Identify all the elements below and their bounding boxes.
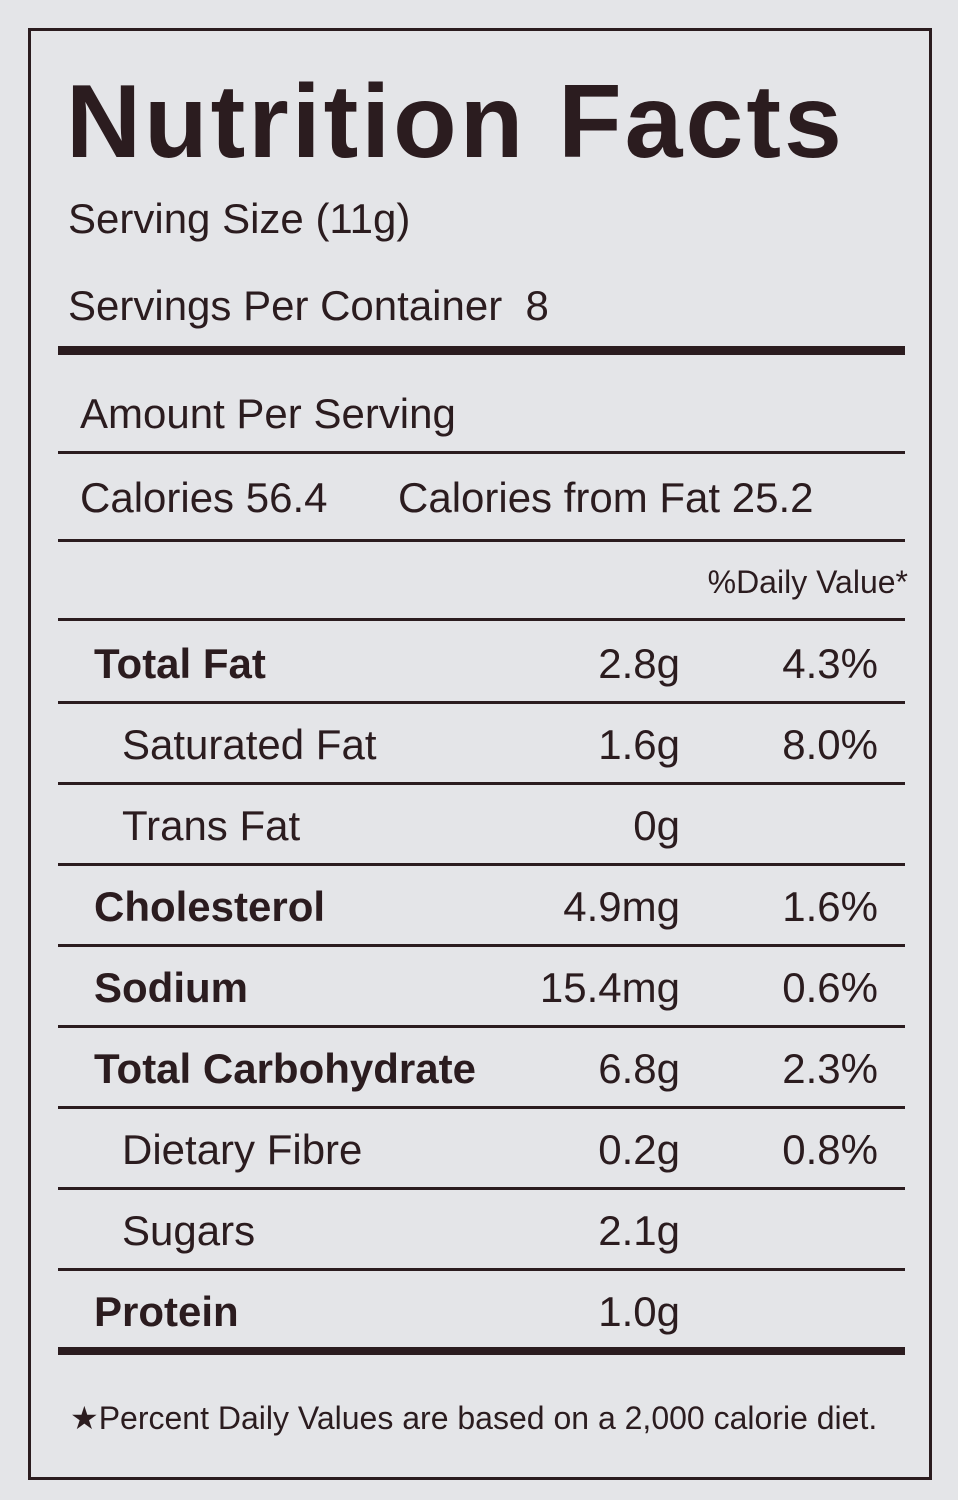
daily-value-header: %Daily Value* — [707, 564, 908, 600]
nutrient-name: Saturated Fat — [122, 721, 377, 768]
calories-from-fat: Calories from Fat 25.2 — [398, 474, 814, 521]
nutrient-name: Sugars — [122, 1207, 256, 1254]
nutrient-name: Total Fat — [94, 640, 266, 687]
footnote: ★Percent Daily Values are based on a 2,0… — [70, 1400, 878, 1436]
nutrient-name: Sodium — [94, 964, 248, 1011]
thick-rule — [58, 346, 905, 355]
nutrient-row: Total Fat 2.8g 4.3% — [58, 621, 905, 704]
amount-per-serving: Amount Per Serving — [80, 390, 456, 437]
nutrient-amount: 15.4mg — [539, 964, 680, 1011]
nutrient-name: Cholesterol — [94, 883, 326, 930]
nutrient-row: Saturated Fat 1.6g 8.0% — [58, 702, 905, 785]
nutrient-amount: 2.1g — [598, 1207, 680, 1254]
nutrient-name: Trans Fat — [122, 802, 301, 849]
daily-value: 4.3% — [782, 640, 878, 687]
nutrient-amount: 1.0g — [598, 1288, 680, 1335]
nutrient-name: Total Carbohydrate — [94, 1045, 476, 1092]
daily-value: 8.0% — [782, 721, 878, 768]
servings-per-container: Servings Per Container 8 — [68, 282, 549, 329]
daily-value: 1.6% — [782, 883, 878, 930]
calories: Calories 56.4 — [80, 474, 328, 521]
nutrient-row: Sodium 15.4mg 0.6% — [58, 945, 905, 1028]
serving-size: Serving Size (11g) — [68, 195, 411, 242]
label-border — [28, 28, 932, 1480]
nutrient-row: Cholesterol 4.9mg 1.6% — [58, 864, 905, 947]
nutrient-amount: 2.8g — [598, 640, 680, 687]
rule — [58, 618, 905, 621]
title: Nutrition Facts — [66, 64, 845, 180]
nutrient-row: Sugars 2.1g — [58, 1188, 905, 1271]
nutrient-row: Trans Fat 0g — [58, 783, 905, 866]
rule — [58, 451, 905, 454]
daily-value: 0.8% — [782, 1126, 878, 1173]
nutrient-row: Protein 1.0g — [58, 1269, 905, 1355]
rule — [58, 539, 905, 542]
daily-value: 0.6% — [782, 964, 878, 1011]
nutrient-amount: 6.8g — [598, 1045, 680, 1092]
daily-value: 2.3% — [782, 1045, 878, 1092]
nutrient-amount: 0.2g — [598, 1126, 680, 1173]
nutrient-row: Total Carbohydrate 6.8g 2.3% — [58, 1026, 905, 1109]
nutrient-amount: 1.6g — [598, 721, 680, 768]
nutrient-name: Protein — [94, 1288, 239, 1335]
nutrient-amount: 4.9mg — [563, 883, 680, 930]
nutrient-row: Dietary Fibre 0.2g 0.8% — [58, 1107, 905, 1190]
nutrient-name: Dietary Fibre — [122, 1126, 363, 1173]
nutrient-amount: 0g — [633, 802, 680, 849]
